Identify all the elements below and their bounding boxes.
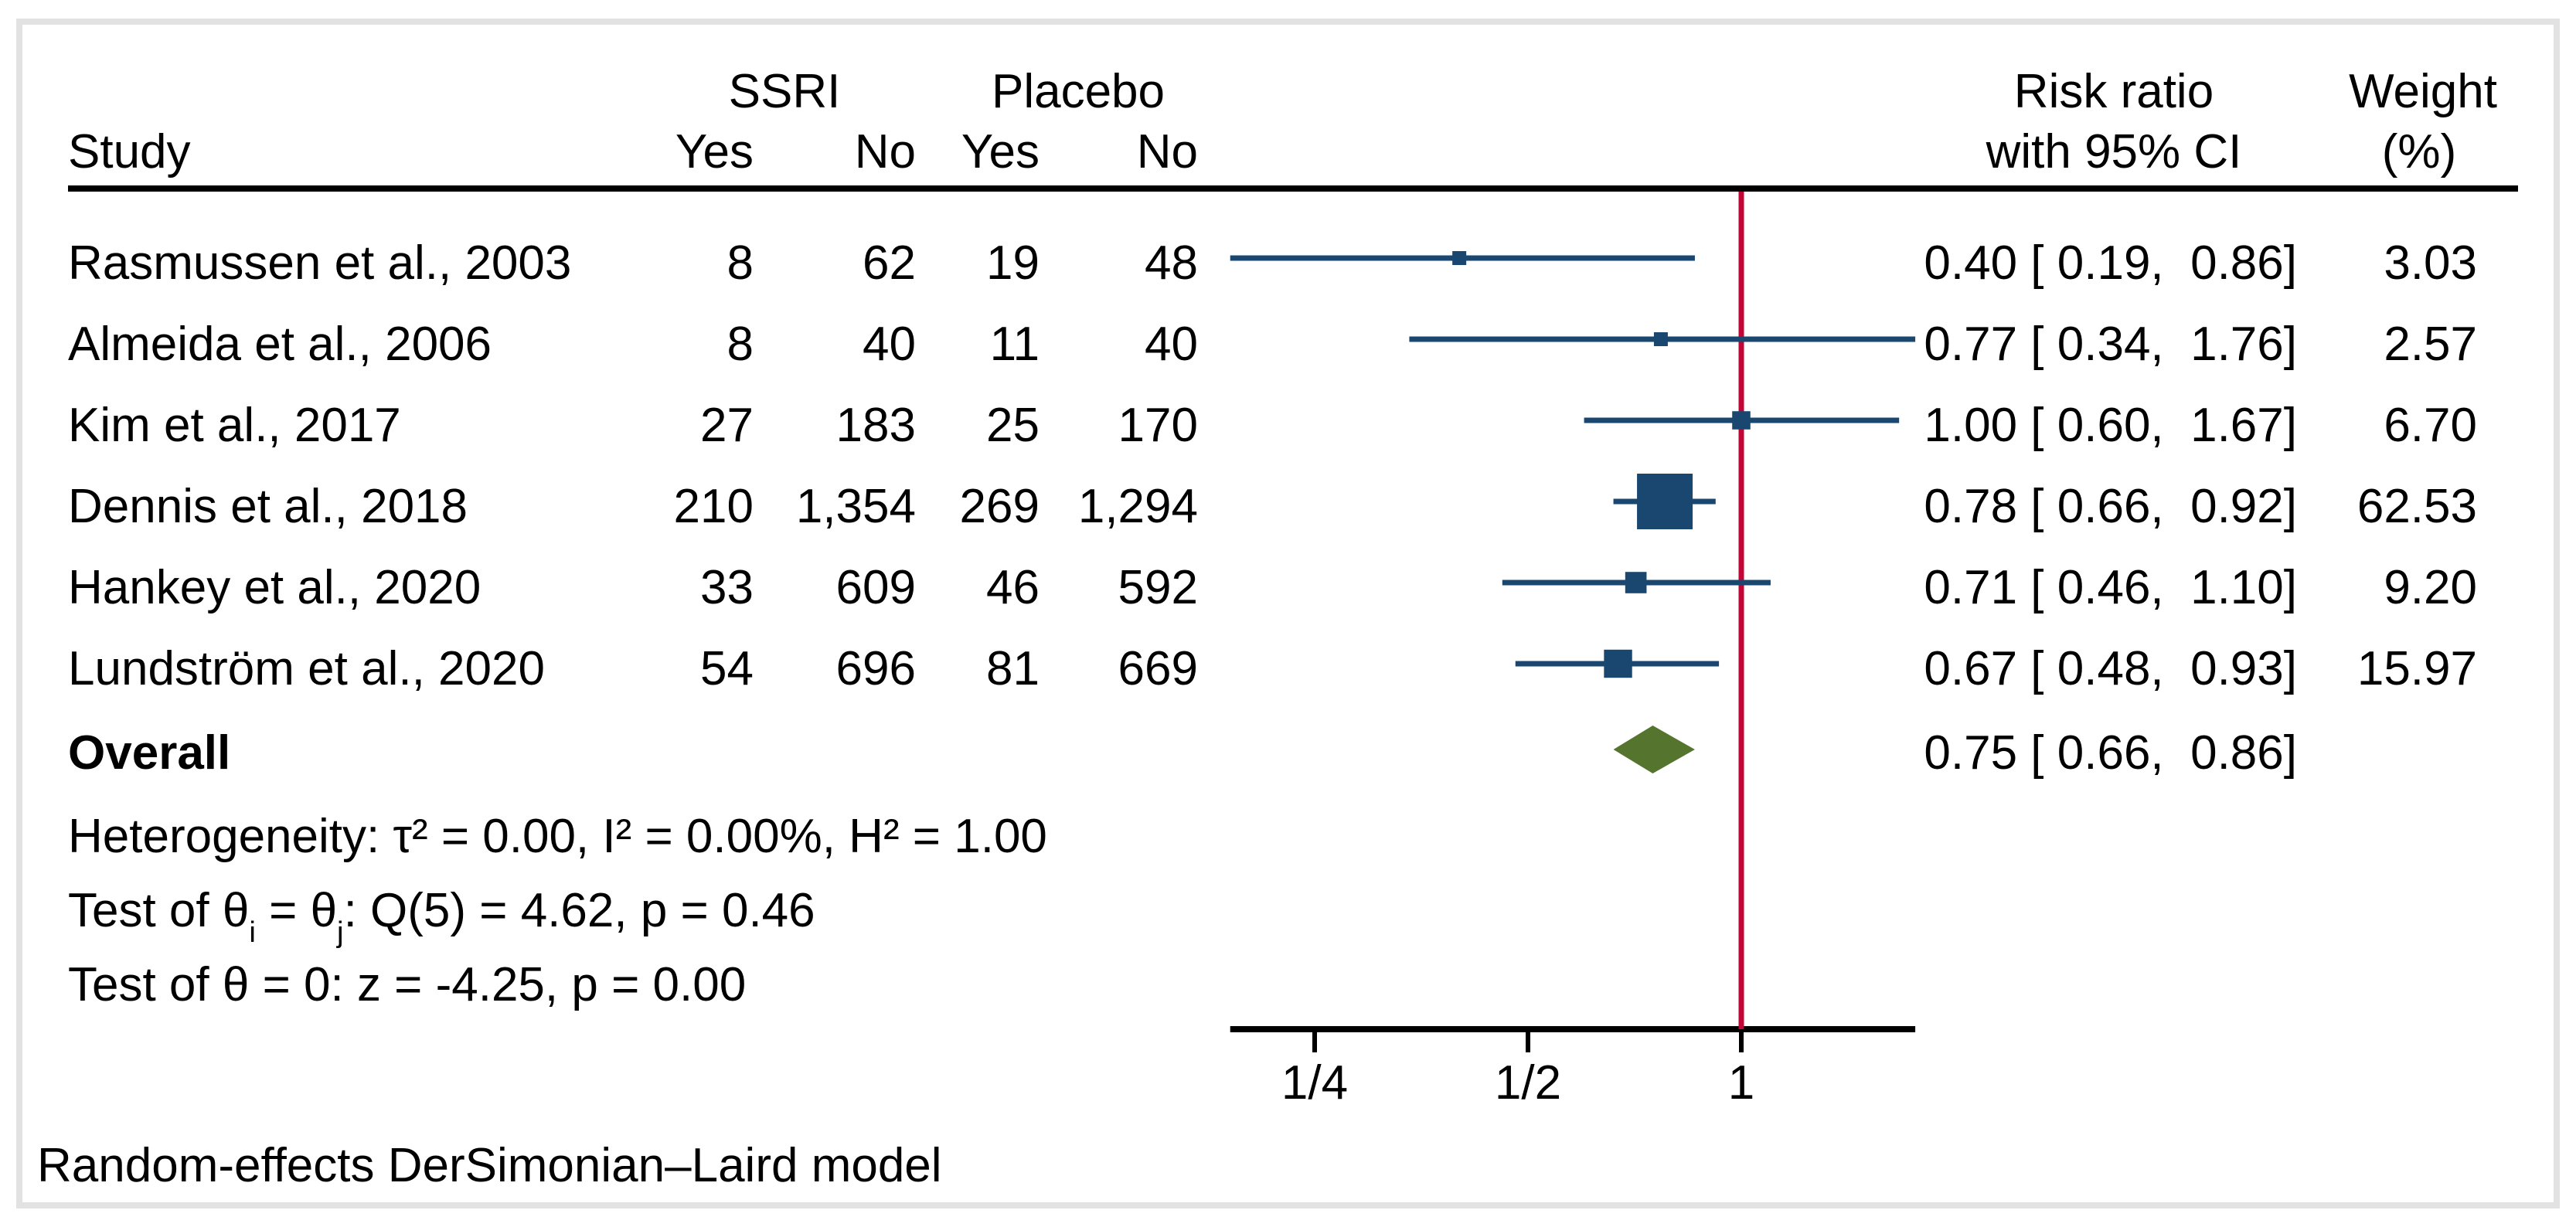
count-placebo-yes: 269 (959, 480, 1040, 533)
count-placebo-yes: 19 (986, 236, 1040, 290)
count-ssri-yes: 54 (700, 642, 754, 695)
placebo-no-header: No (1136, 125, 1198, 178)
weight-value: 62.53 (2357, 480, 2477, 533)
figure-frame (16, 19, 2560, 1208)
effect-estimate-square (1604, 649, 1632, 678)
count-placebo-yes: 81 (986, 642, 1040, 695)
overall-label: Overall (68, 726, 231, 780)
weight-value: 3.03 (2384, 236, 2477, 290)
count-ssri-yes: 27 (700, 399, 754, 452)
rr-ci-value: 1.00 [ 0.60, 1.67] (1924, 399, 2297, 452)
placebo-yes-header: Yes (961, 125, 1040, 178)
weight-value: 15.97 (2357, 642, 2477, 695)
significance-test: Test of θ = 0: z = -4.25, p = 0.00 (68, 958, 747, 1011)
rr-ci-value: 0.77 [ 0.34, 1.76] (1924, 318, 2297, 371)
count-ssri-no: 62 (863, 236, 916, 290)
weight-header-line2: (%) (2381, 125, 2457, 178)
count-placebo-no: 669 (1118, 642, 1198, 695)
count-ssri-no: 183 (835, 399, 916, 452)
rr-header-line2: with 95% CI (1986, 125, 2242, 178)
group-header-placebo: Placebo (991, 65, 1165, 118)
count-ssri-no: 696 (835, 642, 916, 695)
overall-rr-value: 0.75 [ 0.66, 0.86] (1924, 726, 2297, 780)
count-placebo-no: 40 (1145, 318, 1198, 371)
group-header-ssri: SSRI (728, 65, 841, 118)
effect-estimate-square (1732, 411, 1751, 430)
count-placebo-yes: 25 (986, 399, 1040, 452)
count-ssri-yes: 8 (727, 318, 754, 371)
x-axis-tick-label: 1/2 (1494, 1056, 1562, 1110)
ssri-yes-header: Yes (675, 125, 754, 178)
study-label: Hankey et al., 2020 (68, 561, 482, 614)
count-ssri-no: 40 (863, 318, 916, 371)
count-placebo-no: 170 (1118, 399, 1198, 452)
effect-estimate-square (1653, 332, 1668, 346)
weight-value: 6.70 (2384, 399, 2477, 452)
effect-estimate-square (1625, 572, 1647, 593)
study-label: Almeida et al., 2006 (68, 318, 492, 371)
rr-header-line1: Risk ratio (2013, 65, 2214, 118)
overall-diamond (1613, 726, 1695, 773)
effect-estimate-square (1452, 251, 1467, 265)
count-ssri-no: 609 (835, 561, 916, 614)
count-placebo-yes: 11 (989, 318, 1040, 371)
study-label: Rasmussen et al., 2003 (68, 236, 572, 290)
x-axis-tick-label: 1/4 (1281, 1056, 1349, 1110)
weight-header-line1: Weight (2349, 65, 2497, 118)
count-placebo-no: 48 (1145, 236, 1198, 290)
study-label: Dennis et al., 2018 (68, 480, 468, 533)
study-column-header: Study (68, 125, 191, 178)
rr-ci-value: 0.78 [ 0.66, 0.92] (1924, 480, 2297, 533)
rr-ci-value: 0.67 [ 0.48, 0.93] (1924, 642, 2297, 695)
count-placebo-no: 592 (1118, 561, 1198, 614)
rr-ci-value: 0.71 [ 0.46, 1.10] (1924, 561, 2297, 614)
ssri-no-header: No (854, 125, 916, 178)
weight-value: 9.20 (2384, 561, 2477, 614)
count-ssri-yes: 33 (700, 561, 754, 614)
rr-ci-value: 0.40 [ 0.19, 0.86] (1924, 236, 2297, 290)
effect-estimate-square (1637, 474, 1693, 529)
model-note: Random-effects DerSimonian–Laird model (37, 1139, 942, 1192)
weight-value: 2.57 (2384, 318, 2477, 371)
count-placebo-no: 1,294 (1077, 480, 1198, 533)
study-label: Lundström et al., 2020 (68, 642, 545, 695)
count-ssri-yes: 8 (727, 236, 754, 290)
homogeneity-test: Test of θi = θj: Q(5) = 4.62, p = 0.46 (68, 884, 815, 950)
x-axis-tick-label: 1 (1727, 1056, 1755, 1110)
heterogeneity-stats: Heterogeneity: τ² = 0.00, I² = 0.00%, H²… (68, 810, 1047, 863)
study-label: Kim et al., 2017 (68, 399, 401, 452)
count-ssri-yes: 210 (673, 480, 754, 533)
count-ssri-no: 1,354 (795, 480, 916, 533)
count-placebo-yes: 46 (986, 561, 1040, 614)
